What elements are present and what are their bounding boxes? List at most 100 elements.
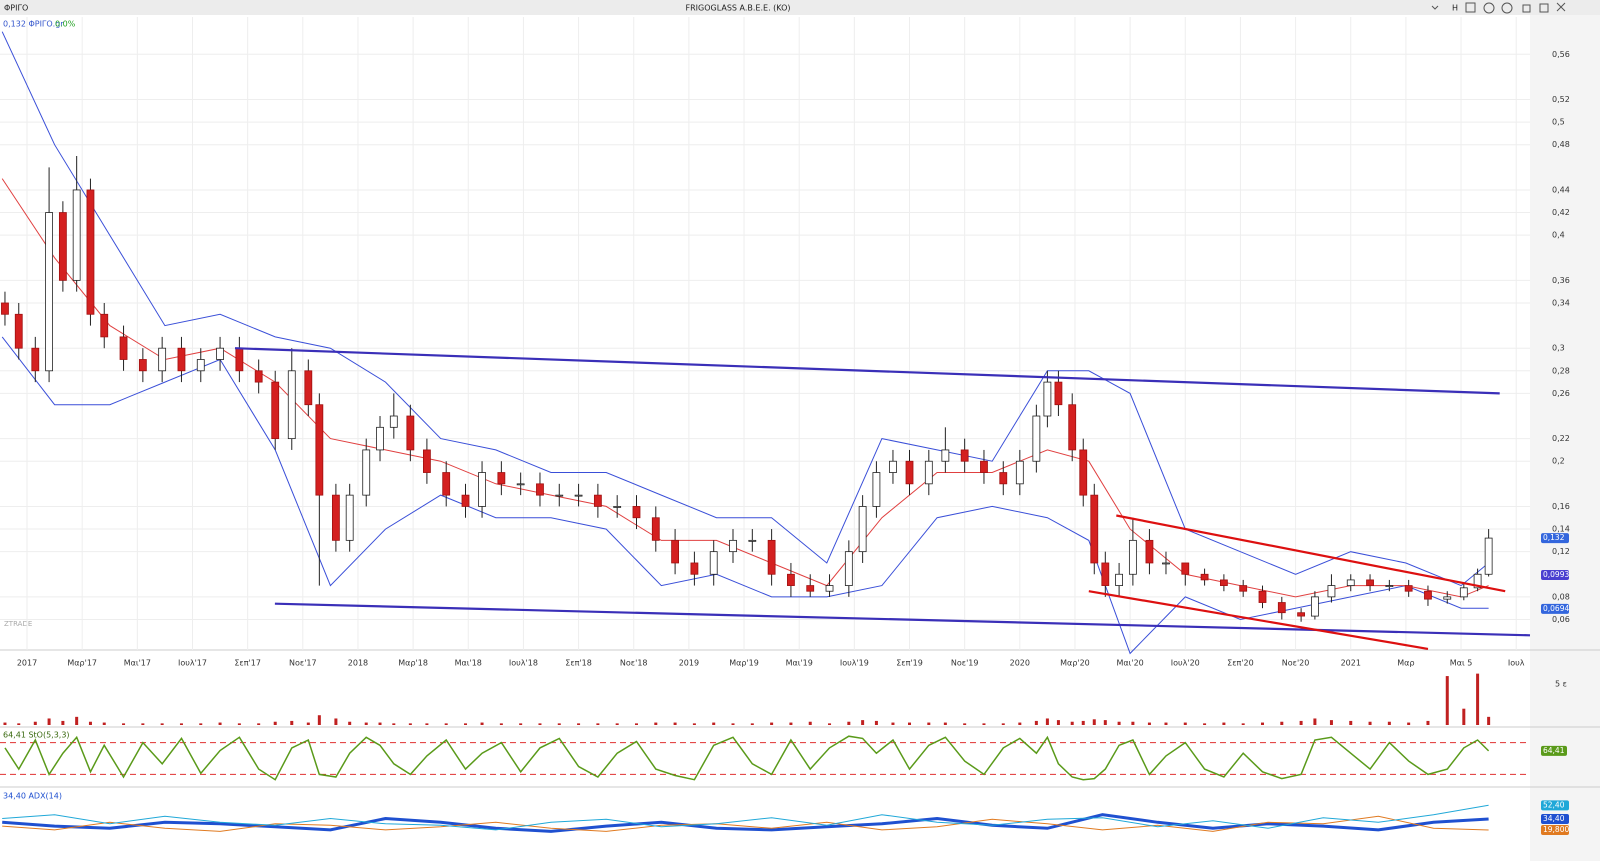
candle-body: [516, 483, 525, 486]
volume-bar: [750, 723, 754, 725]
volume-bar: [1001, 723, 1005, 725]
candle-body: [389, 415, 398, 428]
volume-bar: [306, 722, 310, 725]
volume-bar: [218, 722, 222, 725]
candle-body: [1385, 585, 1394, 587]
volume-bar: [1329, 720, 1333, 725]
candle-body: [376, 426, 384, 451]
y-tick-label: 0,52: [1552, 95, 1570, 104]
volume-bar: [1034, 720, 1038, 725]
candle-body: [858, 506, 867, 553]
stochastic-line: [4, 735, 1490, 781]
volume-bar: [808, 721, 812, 725]
candle-body: [1310, 596, 1319, 617]
volume-bar: [499, 723, 503, 725]
volume-bar: [1426, 720, 1430, 725]
trendline: [1116, 514, 1506, 593]
candle-body: [196, 359, 205, 372]
candle-body: [216, 347, 224, 360]
candle-body: [362, 449, 371, 496]
value-box: [1541, 800, 1569, 811]
moving-average: [1, 178, 1489, 598]
y-tick-label: 0,12: [1552, 547, 1570, 556]
y-tick-label: 0,28: [1552, 366, 1570, 375]
x-tick-label: Μαι 5: [1450, 659, 1473, 668]
volume-bar: [1462, 708, 1466, 725]
price-label-box: [1541, 603, 1569, 614]
volume-bar: [425, 723, 429, 725]
candle-body: [1054, 381, 1063, 406]
volume-bar: [408, 723, 412, 725]
price-label-box: [1541, 533, 1569, 544]
y-tick-label: 0,36: [1552, 276, 1570, 285]
candle-body: [1424, 590, 1432, 600]
volume-bar: [47, 718, 51, 725]
candle-body: [690, 562, 699, 575]
value-label: 64,41: [1543, 746, 1565, 755]
candle-body: [844, 551, 853, 586]
marks: [1, 31, 1531, 833]
x-tick-label: Μαρ'20: [1060, 659, 1090, 668]
x-tick-label: 2020: [1010, 659, 1030, 668]
volume-bar: [982, 723, 986, 725]
volume-bar: [290, 720, 294, 725]
volume-bar: [1349, 720, 1353, 725]
price-label: 0,0694: [1543, 604, 1569, 613]
candle-body: [271, 381, 280, 440]
volume-bar: [770, 722, 774, 725]
x-tick-label: Μαι'19: [786, 659, 813, 668]
x-tick-label: Μαρ'19: [729, 659, 759, 668]
candle-body: [138, 359, 147, 372]
y-tick-label: 0,34: [1552, 298, 1570, 307]
window-controls[interactable]: [1431, 2, 1566, 14]
volume-bar: [199, 723, 203, 725]
candle-body: [613, 506, 622, 508]
y-tick-label: 0,22: [1552, 434, 1570, 443]
volume-bar: [1476, 673, 1480, 725]
candle-body: [651, 517, 660, 541]
y-tick-label: 0,5: [1552, 118, 1565, 127]
volume-bar: [615, 723, 619, 725]
x-tick-label: Μαρ'18: [398, 659, 428, 668]
volume-bar: [364, 722, 368, 725]
x-tick-label: 2021: [1341, 659, 1361, 668]
volume-bar: [1131, 721, 1135, 725]
candle-body: [536, 483, 544, 496]
candle-body: [1277, 602, 1286, 614]
candle-body: [72, 189, 81, 281]
candle-body: [1404, 585, 1413, 592]
x-tick-label: Σεπ'19: [896, 659, 923, 668]
candle-body: [924, 460, 933, 485]
y-tick-label: 0,14: [1552, 525, 1570, 534]
volume-bar: [464, 723, 468, 725]
volume-bar: [1164, 722, 1168, 725]
value-box: [1541, 745, 1567, 756]
adx-title: 34,40 ADX(14): [3, 792, 62, 801]
volume-bar: [179, 723, 183, 725]
volume-bar: [1241, 723, 1245, 725]
volume-bar: [1147, 722, 1151, 725]
grid: [0, 17, 1530, 775]
candle-body: [1043, 381, 1052, 417]
bollinger-upper: [1, 31, 1489, 587]
volume-bar: [348, 721, 352, 725]
y-tick-label: 0,26: [1552, 389, 1570, 398]
candle-body: [1145, 539, 1154, 564]
y-tick-label: 0,4: [1552, 231, 1565, 240]
y-tick-label: 0,3: [1552, 344, 1565, 353]
y-tick-label: 0,16: [1552, 502, 1570, 511]
volume-bar: [1407, 722, 1411, 725]
x-tick-label: Ιουλ'17: [178, 659, 207, 668]
x-tick-label: Ιουλ'18: [509, 659, 538, 668]
volume-bar: [1260, 722, 1264, 725]
symbol: ΦΡΙΓΟ: [4, 4, 28, 13]
value-label: 52,40: [1543, 800, 1565, 809]
candle-body: [86, 189, 95, 315]
volume-bar: [17, 723, 21, 725]
value-box: [1541, 813, 1569, 824]
y-tick-label: 0,56: [1552, 50, 1570, 59]
y-tick-label: 0,2: [1552, 457, 1565, 466]
toolbar-button[interactable]: H: [1452, 4, 1458, 13]
price-change: 0.0%: [55, 20, 76, 29]
candle-body: [632, 506, 641, 519]
